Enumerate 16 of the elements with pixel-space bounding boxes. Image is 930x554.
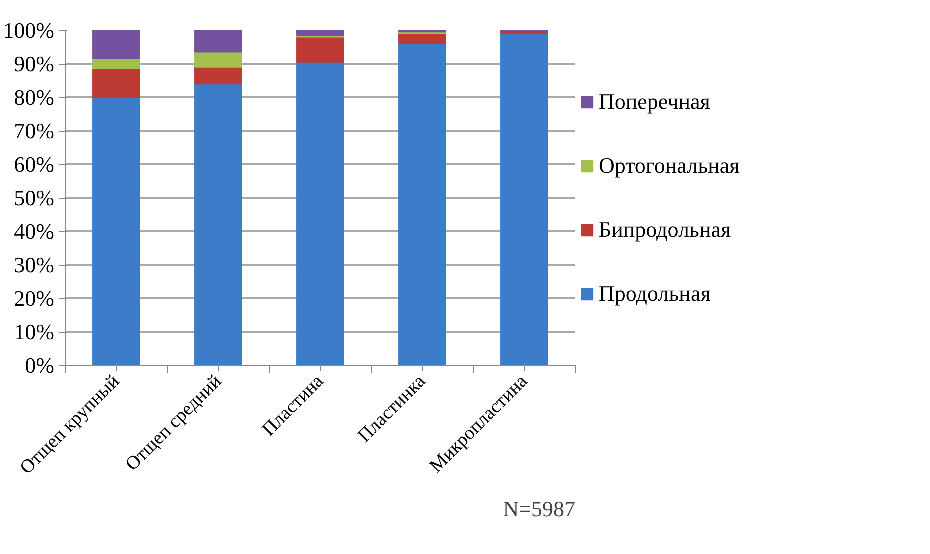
y-tick-label: 80% (14, 85, 54, 110)
y-tick-label: 60% (14, 152, 54, 177)
text: N=5987 (503, 496, 576, 522)
y-tick-label: 70% (14, 118, 54, 144)
legend-label: Продольная (599, 280, 711, 306)
y-tick-label: 50% (14, 186, 54, 210)
legend-label: Ортогональная (599, 152, 740, 178)
y-tick-label: 0% (25, 353, 54, 378)
legend-label: Поперечная (599, 88, 710, 114)
y-tick-label: 30% (14, 252, 54, 278)
y-tick-label: 40% (14, 219, 54, 244)
y-tick-label: 10% (14, 320, 54, 344)
y-tick-label: 90% (14, 52, 54, 76)
legend-label: Бипродольная (599, 216, 732, 242)
y-tick-label: 100% (3, 18, 54, 43)
y-tick-label: 20% (14, 286, 54, 311)
